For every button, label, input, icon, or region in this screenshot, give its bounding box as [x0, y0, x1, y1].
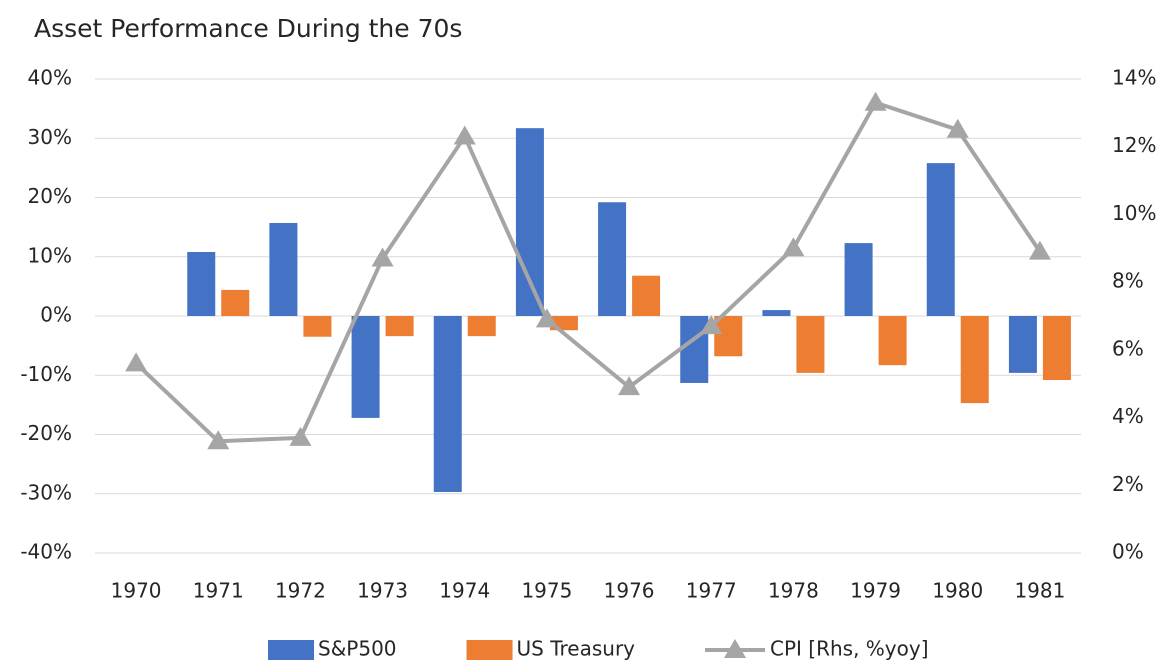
legend-label: CPI [Rhs, %yoy]	[770, 637, 929, 661]
x-tick-label: 1979	[850, 579, 901, 603]
x-tick-label: 1973	[357, 579, 408, 603]
x-tick-label: 1972	[275, 579, 326, 603]
line	[134, 100, 1042, 444]
line-marker	[946, 118, 969, 138]
y2-tick-label: 10%	[1112, 201, 1156, 225]
y2-tick-label: 2%	[1112, 472, 1144, 496]
y-tick-label: -10%	[20, 362, 72, 386]
legend-label: US Treasury	[517, 637, 636, 661]
line-marker	[782, 237, 805, 257]
x-tick-label: 1980	[932, 579, 983, 603]
bar	[515, 128, 544, 316]
y-tick-label: 0%	[40, 303, 72, 327]
y2-tick-label: 8%	[1112, 269, 1144, 293]
bar	[351, 316, 380, 418]
bar	[221, 289, 250, 316]
line-marker	[864, 91, 887, 111]
y-tick-label: -30%	[20, 480, 72, 504]
y-tick-label: 40%	[28, 66, 72, 90]
bar	[714, 316, 743, 357]
line-marker	[371, 247, 394, 267]
bar	[303, 316, 332, 337]
legend-swatch	[268, 640, 314, 660]
bar	[1008, 316, 1037, 373]
y2-tick-label: 12%	[1112, 133, 1156, 157]
bar	[598, 202, 627, 316]
line-marker	[125, 352, 148, 372]
y-tick-label: 10%	[28, 243, 72, 267]
bar	[762, 310, 791, 316]
bar	[844, 243, 873, 316]
x-tick-label: 1977	[686, 579, 737, 603]
x-tick-label: 1970	[111, 579, 162, 603]
line-marker	[289, 426, 312, 446]
y-tick-label: -40%	[20, 540, 72, 564]
x-tick-label: 1981	[1014, 579, 1065, 603]
line-marker	[453, 125, 476, 145]
x-tick-label: 1974	[439, 579, 490, 603]
bar	[433, 316, 462, 492]
bar	[385, 316, 414, 337]
x-tick-label: 1976	[604, 579, 655, 603]
line-marker	[535, 308, 558, 328]
y-tick-label: -20%	[20, 421, 72, 445]
bar	[467, 316, 496, 337]
x-tick-label: 1975	[521, 579, 572, 603]
legend-label: S&P500	[318, 637, 397, 661]
bar	[926, 163, 955, 316]
bar	[632, 275, 661, 316]
bar	[960, 316, 989, 404]
x-tick-label: 1978	[768, 579, 819, 603]
line-marker	[1028, 240, 1051, 260]
chart-title: Asset Performance During the 70s	[34, 14, 462, 43]
bar	[878, 316, 907, 366]
legend-marker	[724, 639, 746, 658]
bar	[680, 316, 709, 383]
y2-tick-label: 6%	[1112, 336, 1144, 360]
bar	[1042, 316, 1071, 380]
y-tick-label: 30%	[28, 125, 72, 149]
y2-tick-label: 0%	[1112, 540, 1144, 564]
bar	[187, 252, 216, 316]
y-tick-label: 20%	[28, 184, 72, 208]
y2-tick-label: 4%	[1112, 404, 1144, 428]
x-tick-label: 1971	[193, 579, 244, 603]
legend-swatch	[466, 640, 513, 660]
line-marker	[207, 430, 230, 450]
line-marker	[700, 315, 723, 335]
bar	[796, 316, 825, 373]
bar	[269, 222, 298, 316]
line-marker	[618, 376, 641, 396]
y2-tick-label: 14%	[1112, 66, 1156, 90]
